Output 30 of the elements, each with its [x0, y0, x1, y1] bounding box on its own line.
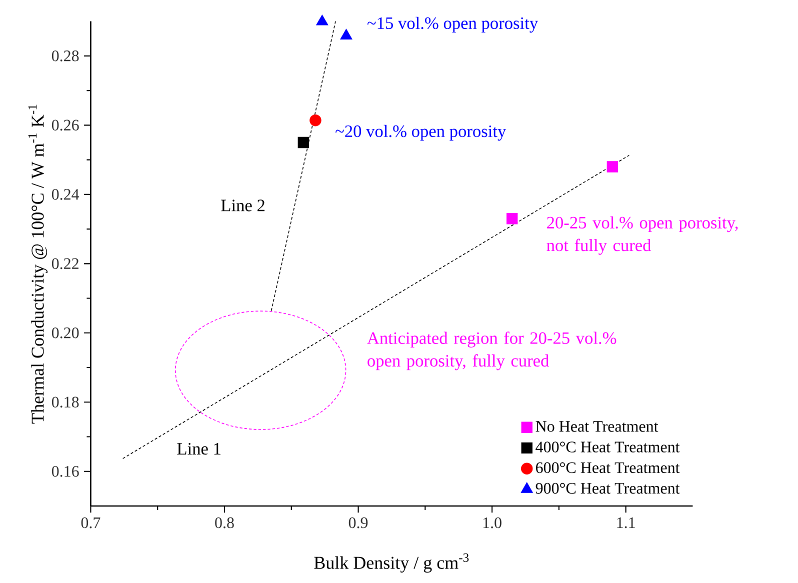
annotation: ~20 vol.% open porosity — [335, 124, 506, 141]
point — [606, 161, 618, 172]
annotation: Line 1 — [177, 442, 220, 455]
legend-label: 600°C Heat Treatment — [536, 462, 680, 474]
point — [298, 136, 310, 148]
y-axis-title: Thermal Conductivity @ 100°C / W m$^{-1}$ K$^{-1}$ — [28, 104, 48, 424]
x-tick-label: 0.7 — [81, 517, 100, 528]
x-tick-label: 1.0 — [483, 517, 502, 528]
x-axis-title: Bulk Density / g cm$^{-3}$ — [314, 553, 469, 573]
x-tick-label: 0.9 — [348, 517, 368, 528]
annotation: 20-25 vol.% open porosity, not fully cured — [546, 216, 738, 255]
x-tick-label: 0.8 — [215, 517, 234, 528]
annotation: Line 2 — [221, 200, 264, 212]
y-tick-label: 0.18 — [52, 396, 79, 408]
y-tick-label: 0.26 — [52, 120, 79, 131]
annotation: ~15 vol.% open porosity — [367, 16, 538, 33]
point — [506, 213, 518, 224]
point — [340, 28, 352, 40]
point — [316, 14, 328, 26]
legend-label: 400°C Heat Treatment — [536, 442, 680, 452]
y-tick-label: 0.20 — [52, 327, 79, 338]
y-tick-label: 0.22 — [52, 258, 78, 270]
annotation: Anticipated region for 20-25 vol.% open porosity, fully cured — [367, 332, 616, 370]
y-tick-label: 0.28 — [52, 50, 79, 62]
y-tick-label: 0.16 — [52, 466, 79, 477]
legend-label: No Heat Treatment — [536, 421, 658, 432]
y-tick-label: 0.24 — [52, 188, 80, 200]
x-tick-label: 1.1 — [617, 517, 635, 528]
legend-label: 900°C Heat Treatment — [536, 482, 680, 494]
point — [310, 114, 322, 126]
